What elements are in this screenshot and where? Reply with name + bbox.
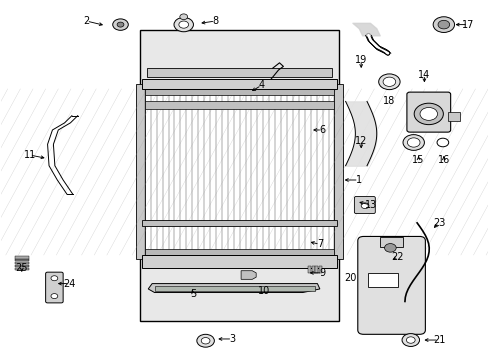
Circle shape xyxy=(419,108,437,120)
Text: 11: 11 xyxy=(23,150,36,160)
Bar xyxy=(142,79,336,89)
Text: 7: 7 xyxy=(316,239,323,249)
Circle shape xyxy=(406,337,414,343)
Circle shape xyxy=(432,17,454,32)
Bar xyxy=(15,268,29,270)
Text: 4: 4 xyxy=(258,80,264,90)
Text: 16: 16 xyxy=(437,156,449,165)
Text: 22: 22 xyxy=(390,252,403,262)
Bar xyxy=(319,266,322,273)
Circle shape xyxy=(51,294,58,298)
Bar xyxy=(136,84,144,258)
Bar xyxy=(140,30,339,321)
Polygon shape xyxy=(241,271,256,279)
Circle shape xyxy=(179,21,188,28)
Text: 9: 9 xyxy=(319,268,325,278)
Bar xyxy=(315,266,318,273)
FancyBboxPatch shape xyxy=(354,197,374,213)
Circle shape xyxy=(201,338,209,344)
Circle shape xyxy=(180,14,187,19)
Bar xyxy=(15,262,29,264)
Circle shape xyxy=(117,22,123,27)
Circle shape xyxy=(174,18,193,32)
Text: 24: 24 xyxy=(63,279,76,289)
Text: 13: 13 xyxy=(364,200,376,210)
Bar xyxy=(379,237,402,247)
Text: 19: 19 xyxy=(354,55,366,65)
Text: 18: 18 xyxy=(383,96,395,107)
Bar xyxy=(368,273,397,287)
Circle shape xyxy=(436,138,448,147)
Bar xyxy=(15,259,29,261)
Bar xyxy=(334,84,343,258)
Bar xyxy=(447,112,459,121)
FancyBboxPatch shape xyxy=(357,237,425,334)
Bar xyxy=(144,89,334,95)
Text: 21: 21 xyxy=(432,335,444,345)
Circle shape xyxy=(402,135,424,150)
Text: 5: 5 xyxy=(190,289,196,299)
Text: 2: 2 xyxy=(83,16,89,26)
FancyBboxPatch shape xyxy=(406,92,450,132)
Polygon shape xyxy=(148,284,319,293)
Circle shape xyxy=(113,19,128,30)
Text: 10: 10 xyxy=(257,286,269,296)
Circle shape xyxy=(407,138,419,147)
Text: 15: 15 xyxy=(411,156,424,165)
Text: 20: 20 xyxy=(344,273,356,283)
Bar xyxy=(15,256,29,258)
Text: 6: 6 xyxy=(319,125,325,135)
Text: 25: 25 xyxy=(16,262,28,273)
Bar xyxy=(147,68,331,77)
Text: 3: 3 xyxy=(229,334,235,344)
Text: 17: 17 xyxy=(461,19,473,30)
Circle shape xyxy=(197,334,214,347)
Circle shape xyxy=(413,103,443,125)
FancyBboxPatch shape xyxy=(45,272,63,303)
Circle shape xyxy=(382,77,395,86)
Bar xyxy=(15,265,29,267)
Circle shape xyxy=(378,74,399,90)
Bar xyxy=(154,286,314,292)
Text: 1: 1 xyxy=(355,175,361,185)
Bar xyxy=(144,249,334,255)
Circle shape xyxy=(384,244,395,252)
Circle shape xyxy=(401,334,419,346)
Bar xyxy=(144,101,334,109)
Bar xyxy=(307,266,310,273)
Circle shape xyxy=(361,203,368,208)
Text: 23: 23 xyxy=(432,218,444,228)
Bar xyxy=(311,266,314,273)
Text: 8: 8 xyxy=(212,16,218,26)
Circle shape xyxy=(51,276,58,281)
Bar xyxy=(144,89,334,255)
Text: 14: 14 xyxy=(417,69,429,80)
Circle shape xyxy=(437,20,449,29)
Bar xyxy=(142,220,336,226)
Text: 12: 12 xyxy=(354,136,366,146)
Bar xyxy=(142,255,336,267)
